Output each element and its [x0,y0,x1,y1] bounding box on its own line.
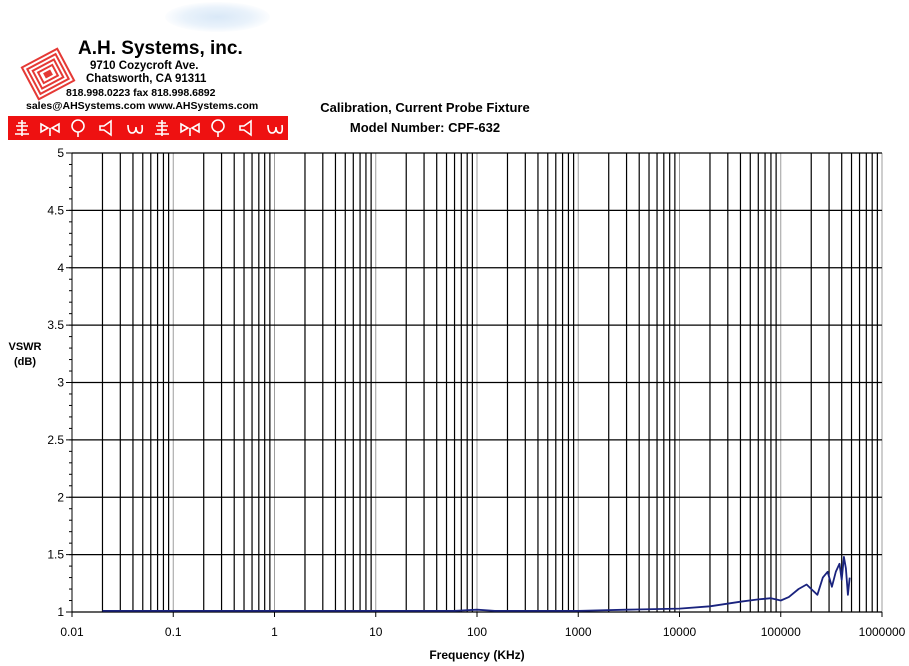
icon-bar [8,116,288,140]
address-line-2: Chatsworth, CA 91311 [86,73,207,85]
y-tick-label: 5 [57,146,64,160]
probe-icon [267,124,284,134]
x-tick-label: 100 [467,625,487,639]
y-tick-label: 3.5 [47,318,64,332]
y-tick-label: 2 [57,490,64,504]
x-tick-label: 10000 [663,625,697,639]
x-axis-title: Frequency (KHz) [429,648,524,662]
x-tick-label: 0.01 [60,625,84,639]
address-line-1: 9710 Cozycroft Ave. [90,60,199,72]
icon-bar-strip [15,119,284,137]
loop-icon [71,119,85,137]
antenna-coil-logo-icon [20,47,76,101]
y-tick-label: 1.5 [47,548,64,562]
x-tick-label: 1 [271,625,278,639]
loop-icon [211,119,225,137]
y-axis-title: (dB) [14,356,36,368]
y-tick-label: 2.5 [47,433,64,447]
phone-fax: 818.998.0223 fax 818.998.6892 [66,87,216,99]
company-name: A.H. Systems, inc. [78,38,243,59]
chart-title-block: Calibration, Current Probe Fixture Model… [300,98,550,138]
chart-subtitle: Model Number: CPF-632 [349,120,501,135]
x-tick-label: 0.1 [165,625,182,639]
vswr-series-line [102,556,851,612]
x-tick-label: 10 [369,625,383,639]
antenna-icon [155,120,169,136]
y-tick-label: 4.5 [47,203,64,217]
horn-icon [239,119,252,137]
antenna-icon [15,120,29,136]
letterhead: A.H. Systems, inc. 9710 Cozycroft Ave. C… [8,10,290,142]
x-tick-label: 100000 [761,625,801,639]
y-tick-label: 1 [57,605,64,619]
probe-icon [127,124,144,134]
x-tick-label: 1000 [565,625,592,639]
horn-icon [99,119,112,137]
y-tick-label: 3 [57,376,64,390]
y-axis-title: VSWR [9,341,42,353]
dipole-icon [180,122,200,136]
chart-title: Calibration, Current Probe Fixture [320,100,530,115]
web-contact: sales@AHSystems.com www.AHSystems.com [26,100,259,112]
x-tick-label: 1000000 [859,625,906,639]
y-tick-label: 4 [57,261,64,275]
dipole-icon [40,122,60,136]
header-halo-decoration [165,2,270,32]
